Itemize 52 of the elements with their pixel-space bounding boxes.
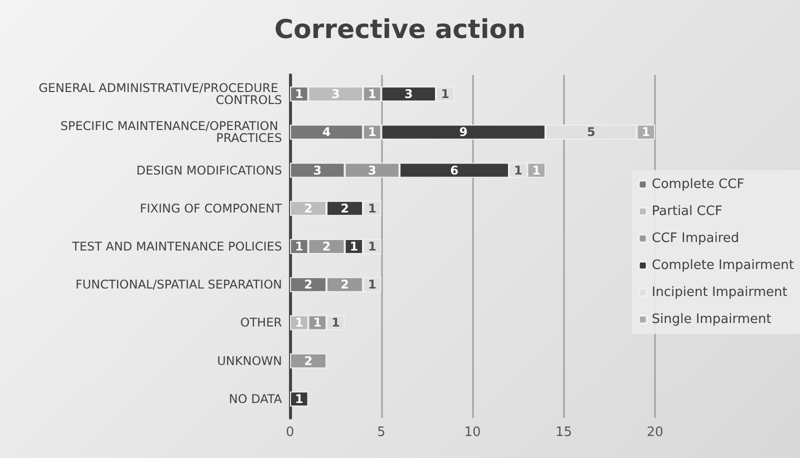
data-label: 3	[331, 87, 340, 102]
data-label: 2	[340, 201, 349, 216]
data-label: 1	[368, 240, 376, 254]
data-label: 1	[514, 163, 522, 178]
data-label: 3	[313, 163, 322, 178]
data-label: 1	[294, 316, 304, 330]
data-label: 2	[304, 354, 312, 368]
data-label: 2	[304, 278, 312, 292]
data-label: 2	[340, 278, 349, 292]
y-tick-label: NO DATA	[228, 392, 283, 406]
x-tick-label: 15	[555, 425, 572, 440]
bar	[290, 353, 326, 368]
y-tick-label: DESIGN MODIFICATIONS	[136, 163, 282, 178]
data-label: 1	[313, 316, 322, 330]
data-label: 1	[331, 316, 340, 330]
data-label: 1	[350, 240, 358, 254]
chart-title: Corrective action	[274, 15, 526, 45]
legend-label: Partial CCF	[652, 204, 722, 219]
data-label: 6	[450, 163, 458, 178]
data-label: 1	[294, 87, 304, 102]
data-label: 1	[294, 240, 304, 254]
legend-label: CCF Impaired	[652, 231, 740, 246]
data-label: 1	[532, 163, 541, 178]
data-label: 1	[642, 125, 650, 140]
legend-label: Incipient Impairment	[652, 285, 788, 300]
data-label: 3	[404, 87, 413, 102]
data-label: 9	[459, 125, 468, 140]
y-tick-label: UNKNOWN	[217, 354, 282, 368]
x-tick-label: 20	[646, 425, 664, 440]
data-label: 2	[322, 240, 331, 254]
y-tick-label: OTHER	[240, 316, 282, 330]
data-label: 1	[294, 392, 304, 406]
legend-label: Complete Impairment	[652, 258, 794, 273]
data-label: 2	[304, 201, 312, 216]
y-tick-label: FUNCTIONAL/SPATIAL SEPARATION	[75, 278, 282, 292]
data-label: 1	[368, 201, 376, 216]
data-label: 1	[440, 87, 450, 102]
data-label: 3	[368, 163, 376, 178]
legend-label: Complete CCF	[652, 177, 744, 192]
data-label: 1	[368, 278, 376, 292]
y-tick-label: TEST AND MAINTENANCE POLICIES	[71, 240, 282, 254]
legend-label: Single Impairment	[652, 312, 772, 327]
y-tick-label: FIXING OF COMPONENT	[140, 201, 283, 216]
x-tick-label: 0	[286, 425, 294, 440]
y-tick-label: SPECIFIC MAINTENANCE/OPERATION PRACTICES	[60, 119, 282, 146]
x-tick-label: 10	[464, 425, 481, 440]
data-label: 5	[586, 125, 596, 140]
data-label: 4	[322, 125, 331, 140]
data-label: 1	[368, 125, 376, 140]
data-label: 1	[368, 87, 376, 102]
x-tick-label: 5	[377, 425, 386, 440]
y-tick-label: GENERAL ADMINISTRATIVE/PROCEDURE CONTROLS	[38, 81, 282, 108]
